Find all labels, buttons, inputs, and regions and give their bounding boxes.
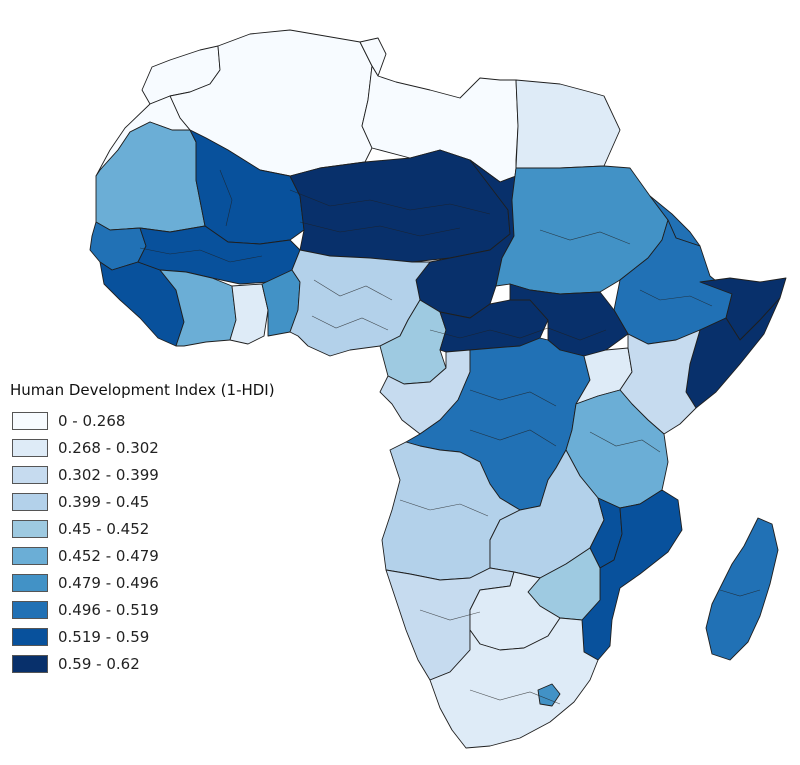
- subnational-border-mali: [219, 169, 233, 227]
- legend-swatch: [12, 600, 48, 619]
- legend-item: 0.268 - 0.302: [8, 434, 278, 461]
- legend-label: 0.45 - 0.452: [58, 519, 150, 538]
- subnational-border-sahel: [299, 221, 461, 237]
- subnational-borders-layer: [139, 169, 761, 705]
- legend-item: 0.59 - 0.62: [8, 650, 278, 677]
- region-madagascar: [705, 517, 779, 661]
- legend-label: 0.59 - 0.62: [58, 654, 140, 673]
- subnational-border-tanzania: [589, 431, 661, 453]
- map-regions-layer: [89, 29, 787, 749]
- legend-item: 0.45 - 0.452: [8, 515, 278, 542]
- subnational-border-angola: [399, 499, 489, 517]
- legend-item: 0 - 0.268: [8, 407, 278, 434]
- region-mozambique: [581, 489, 683, 661]
- legend-title: Human Development Index (1-HDI): [10, 381, 275, 399]
- legend-label: 0.479 - 0.496: [58, 573, 159, 592]
- map-legend: Human Development Index (1-HDI) 0 - 0.26…: [8, 381, 278, 677]
- subnational-border-nigeria-south: [311, 315, 389, 331]
- region-lesotho: [537, 683, 561, 707]
- region-ghana: [229, 283, 269, 345]
- legend-item: 0.452 - 0.479: [8, 542, 278, 569]
- legend-label: 0.519 - 0.59: [58, 627, 150, 646]
- legend-label: 0.452 - 0.479: [58, 546, 159, 565]
- legend-swatch: [12, 654, 48, 673]
- legend-label: 0 - 0.268: [58, 411, 126, 430]
- legend-swatch: [12, 627, 48, 646]
- legend-label: 0.302 - 0.399: [58, 465, 159, 484]
- legend-label: 0.496 - 0.519: [58, 600, 159, 619]
- region-south-africa: [429, 617, 599, 749]
- subnational-border-nigeria-north: [313, 279, 393, 301]
- subnational-border-niger: [289, 189, 491, 215]
- subnational-border-central: [429, 327, 607, 341]
- subnational-border-madagascar: [719, 589, 761, 597]
- region-kenya: [619, 329, 701, 435]
- legend-item: 0.479 - 0.496: [8, 569, 278, 596]
- legend-item: 0.519 - 0.59: [8, 623, 278, 650]
- legend-swatch: [12, 492, 48, 511]
- legend-item: 0.399 - 0.45: [8, 488, 278, 515]
- subnational-border-namibia: [419, 609, 481, 621]
- subnational-border-south-africa: [469, 689, 561, 705]
- legend-swatch: [12, 411, 48, 430]
- legend-swatch: [12, 519, 48, 538]
- region-cote-divoire: [159, 269, 237, 347]
- legend-label: 0.399 - 0.45: [58, 492, 150, 511]
- subnational-border-drc-north: [469, 389, 557, 407]
- subnational-border-ethiopia: [639, 289, 713, 307]
- legend-swatch: [12, 573, 48, 592]
- region-sudan: [495, 165, 669, 295]
- legend-item: 0.496 - 0.519: [8, 596, 278, 623]
- subnational-border-west-africa: [139, 247, 263, 263]
- legend-item: 0.302 - 0.399: [8, 461, 278, 488]
- region-tunisia: [359, 37, 387, 77]
- legend-swatch: [12, 438, 48, 457]
- legend-swatch: [12, 465, 48, 484]
- subnational-border-sudan: [539, 229, 631, 245]
- legend-label: 0.268 - 0.302: [58, 438, 159, 457]
- region-egypt: [515, 79, 621, 169]
- region-mauritania: [95, 121, 206, 233]
- subnational-border-drc-south: [469, 429, 557, 447]
- region-mali: [189, 129, 305, 245]
- legend-swatch: [12, 546, 48, 565]
